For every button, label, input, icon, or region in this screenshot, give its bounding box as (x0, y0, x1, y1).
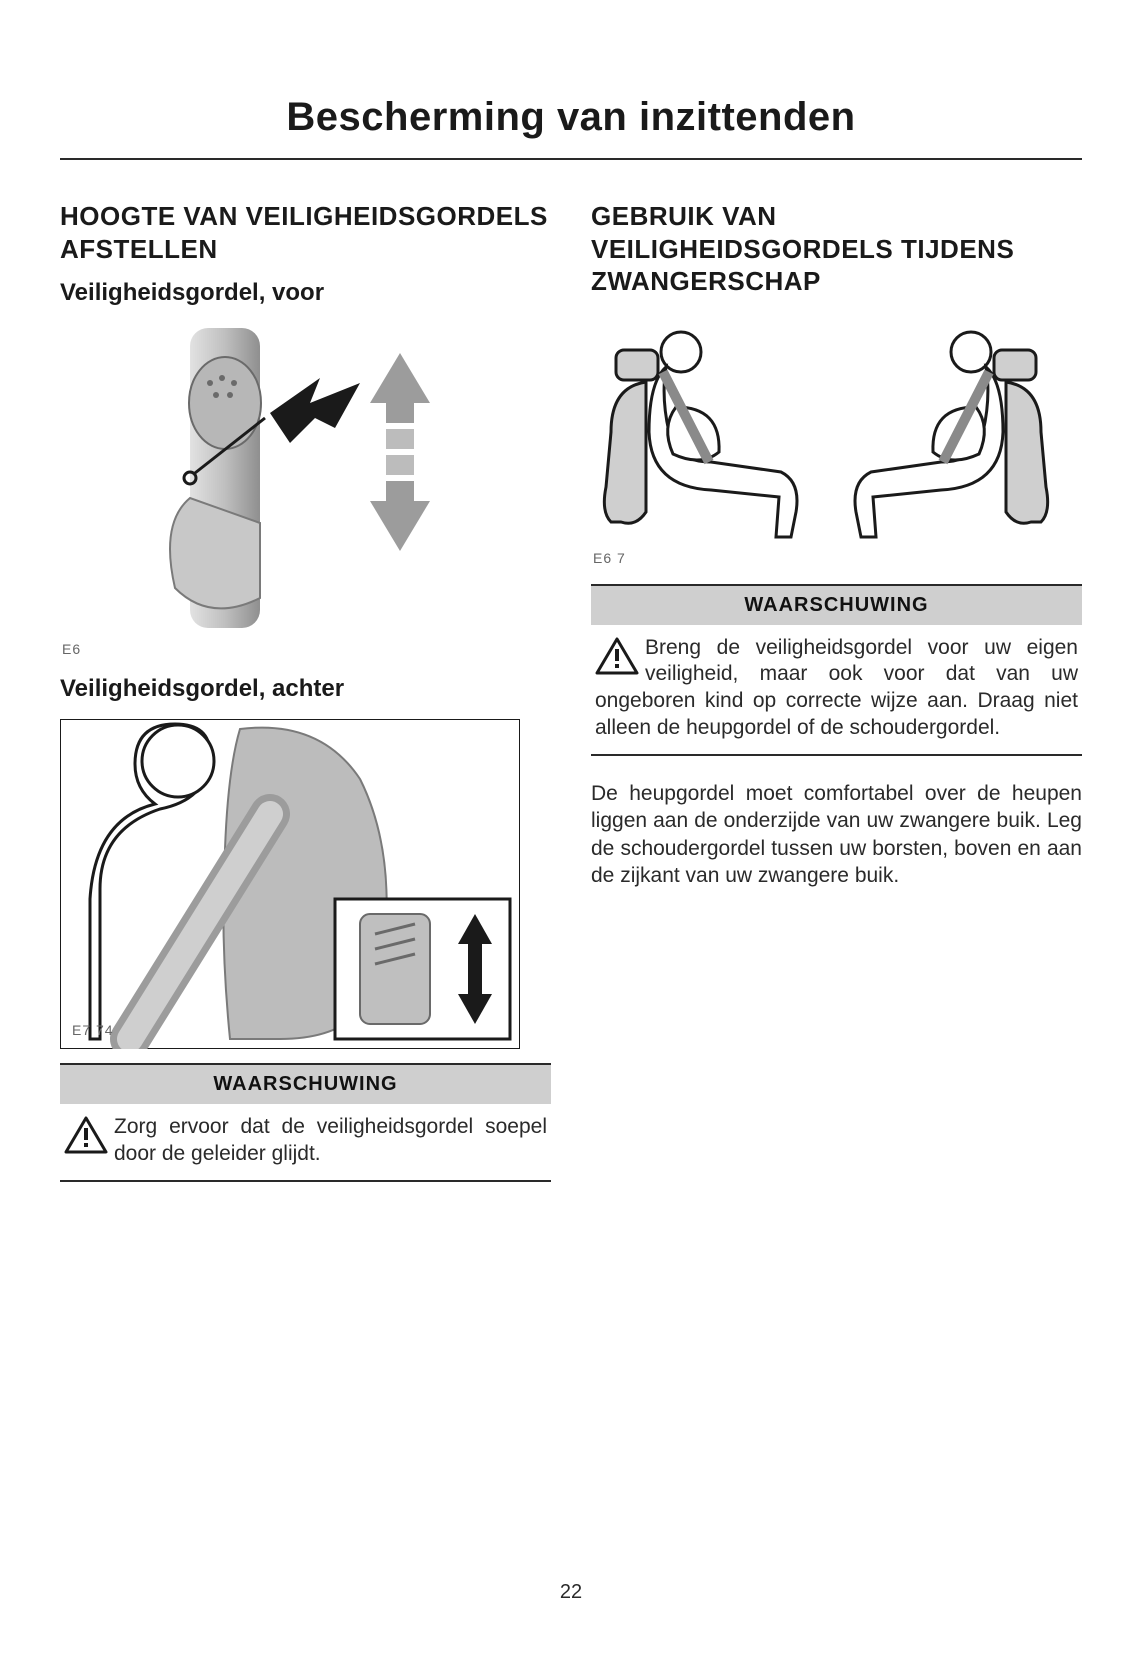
two-column-layout: HOOGTE VAN VEILIGHEIDSGORDELS AFSTELLEN … (60, 200, 1082, 1206)
seated-figure-right (855, 332, 1048, 537)
warning-body-left: Zorg ervoor dat de veiligheidsgordel soe… (60, 1104, 551, 1180)
right-column: GEBRUIK VAN VEILIGHEIDSGORDELS TIJDENS Z… (591, 200, 1082, 1206)
warning-triangle-icon (595, 637, 639, 675)
right-body-paragraph: De heupgordel moet comfortabel over de h… (591, 780, 1082, 889)
warning-header-right: WAARSCHUWING (591, 586, 1082, 625)
left-subheading-rear-belt: Veiligheidsgordel, achter (60, 675, 551, 703)
page-title: Bescherming van inzittenden (60, 95, 1082, 160)
warning-box-right: WAARSCHUWING Breng de veiligheidsgordel … (591, 584, 1082, 757)
warning-triangle-icon (64, 1116, 108, 1154)
figure-caption-right: E6 7 (593, 550, 1082, 566)
left-column: HOOGTE VAN VEILIGHEIDSGORDELS AFSTELLEN … (60, 200, 551, 1206)
figure-caption-1: E6 (62, 641, 551, 657)
left-subheading-front-belt: Veiligheidsgordel, voor (60, 279, 551, 307)
figure-rear-belt-adjust: E7 74 (60, 719, 551, 1049)
warning-body-right: Breng de veiligheidsgordel voor uw eigen… (591, 625, 1082, 755)
right-section-heading: GEBRUIK VAN VEILIGHEIDSGORDELS TIJDENS Z… (591, 200, 1082, 298)
figure-pregnancy-belt (591, 312, 1082, 542)
figure-front-belt-adjust (60, 323, 551, 633)
left-section-heading: HOOGTE VAN VEILIGHEIDSGORDELS AFSTELLEN (60, 200, 551, 265)
warning-text-left: Zorg ervoor dat de veiligheidsgordel soe… (114, 1115, 547, 1165)
up-down-arrow-icon (370, 353, 430, 551)
warning-text-right: Breng de veiligheidsgordel voor uw eigen… (595, 636, 1078, 740)
seated-figure-left (604, 332, 797, 537)
warning-box-left: WAARSCHUWING Zorg ervoor dat de veilighe… (60, 1063, 551, 1182)
warning-header-left: WAARSCHUWING (60, 1065, 551, 1104)
page-number: 22 (0, 1581, 1142, 1604)
figure-inner-caption: E7 74 (72, 1022, 114, 1038)
